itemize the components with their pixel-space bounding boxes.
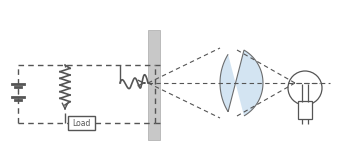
PathPatch shape (220, 50, 263, 116)
FancyBboxPatch shape (298, 101, 312, 119)
FancyBboxPatch shape (148, 30, 160, 140)
Text: Load: Load (72, 118, 91, 128)
FancyBboxPatch shape (68, 116, 95, 130)
